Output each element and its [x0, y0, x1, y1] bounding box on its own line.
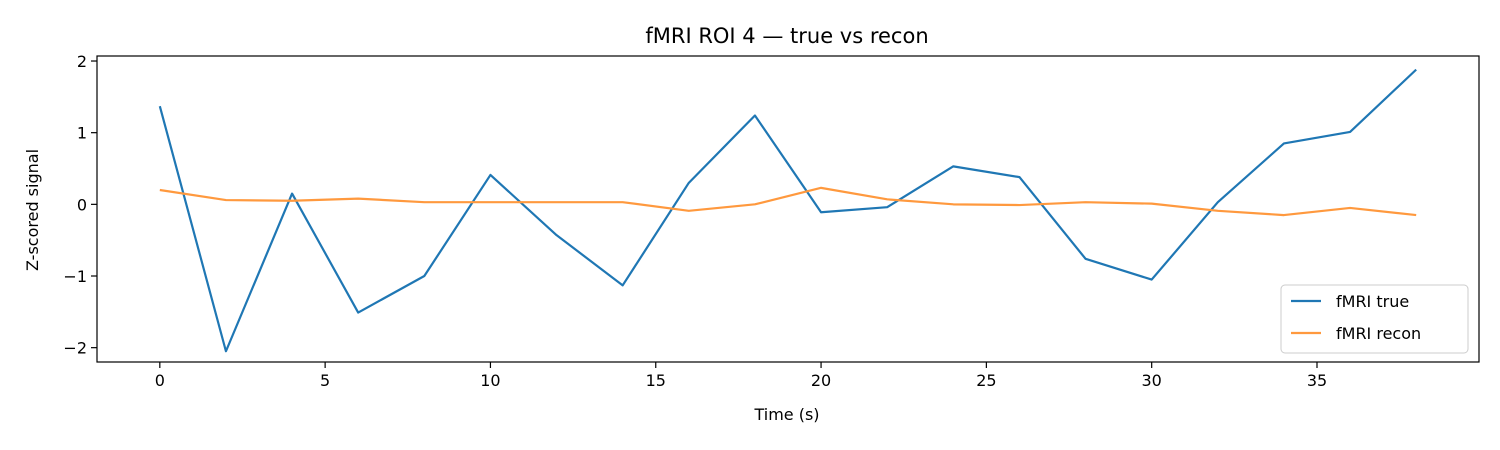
legend-label-1: fMRI recon	[1336, 324, 1421, 343]
y-tick-label: −1	[63, 267, 87, 286]
legend-label-0: fMRI true	[1336, 292, 1409, 311]
legend: fMRI true fMRI recon	[1280, 284, 1469, 354]
y-tick-label: 0	[77, 195, 87, 214]
plot-area	[96, 55, 1480, 363]
series-line-1	[159, 186, 1417, 217]
x-tick-label: 35	[1307, 371, 1327, 390]
legend-box	[1280, 284, 1469, 354]
y-tick-label: 2	[77, 52, 87, 71]
x-tick-label: 20	[811, 371, 831, 390]
y-tick-label: −2	[63, 339, 87, 358]
x-tick-label: 30	[1142, 371, 1162, 390]
plot-frame	[96, 55, 1480, 363]
x-tick-label: 0	[155, 371, 165, 390]
series-line-0	[158, 68, 1417, 353]
chart-title: fMRI ROI 4 — true vs recon	[645, 24, 928, 48]
y-axis-label: Z-scored signal	[23, 149, 42, 271]
y-tick-label: 1	[77, 124, 87, 143]
x-tick-label: 25	[976, 371, 996, 390]
x-tick-label: 15	[646, 371, 666, 390]
x-tick-label: 5	[320, 371, 330, 390]
x-axis: 0 5 10 15 20 25 30 35	[155, 362, 1327, 390]
x-axis-label: Time (s)	[753, 405, 819, 424]
y-axis: −2 −1 0 1 2	[63, 52, 97, 358]
x-tick-label: 10	[480, 371, 500, 390]
